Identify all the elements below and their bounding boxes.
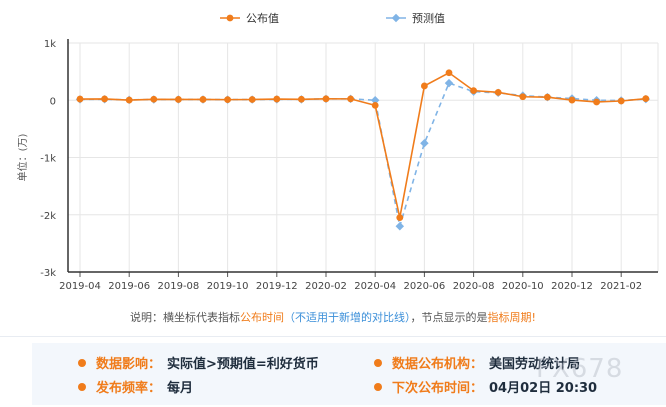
bullet-icon bbox=[374, 358, 382, 367]
x-tick-label: 2020-02 bbox=[305, 281, 347, 292]
note-highlight-period: 指标周期 bbox=[487, 311, 532, 324]
next-release-label: 下次公布时间： bbox=[392, 381, 484, 396]
point-actual bbox=[593, 98, 600, 106]
watermark-logo: FX678 bbox=[536, 354, 624, 384]
y-tick-label: 1k bbox=[44, 39, 56, 50]
chart-note: 说明：横坐标代表指标公布时间（不适用于新增的对比线），节点显示的是指标周期! bbox=[0, 309, 666, 325]
point-actual bbox=[396, 214, 404, 222]
point-actual bbox=[445, 69, 453, 77]
point-actual bbox=[494, 88, 502, 96]
point-actual bbox=[101, 95, 108, 103]
info-agency: 数据公布机构： 美国劳动统计局 bbox=[374, 353, 580, 372]
next-release-value: 04月02日 20:30 bbox=[489, 381, 598, 396]
series-line-forecast bbox=[79, 82, 646, 227]
info-next-release: 下次公布时间： 04月02日 20:30 bbox=[374, 377, 597, 396]
point-actual bbox=[470, 87, 477, 95]
x-tick-label: 2019-10 bbox=[207, 281, 249, 292]
x-tick-label: 2020-08 bbox=[453, 281, 495, 292]
x-tick-label: 2019-08 bbox=[158, 281, 200, 292]
point-forecast bbox=[420, 138, 429, 148]
point-actual bbox=[322, 95, 330, 103]
point-forecast bbox=[370, 96, 380, 105]
legend-marker-actual bbox=[226, 14, 234, 22]
point-actual bbox=[568, 96, 576, 104]
point-actual bbox=[519, 93, 527, 101]
info-panel: 数据影响： 实际值>预期值=利好货币 数据公布机构： 美国劳动统计局 发布频率：… bbox=[0, 336, 666, 407]
point-actual bbox=[298, 95, 305, 103]
x-tick-label: 2019-12 bbox=[256, 281, 298, 292]
point-actual bbox=[224, 96, 232, 104]
point-actual bbox=[642, 95, 650, 103]
point-actual bbox=[371, 102, 379, 109]
note-highlight-publish-time: 公布时间 bbox=[240, 311, 285, 324]
series-line-actual bbox=[79, 71, 646, 218]
impact-label: 数据影响： bbox=[96, 357, 162, 372]
info-impact: 数据影响： 实际值>预期值=利好货币 bbox=[78, 353, 319, 372]
point-forecast bbox=[444, 78, 454, 88]
bullet-icon bbox=[374, 382, 382, 391]
legend-label-forecast: 预测值 bbox=[412, 12, 445, 25]
frequency-value: 每月 bbox=[167, 381, 194, 396]
y-tick-label: 0 bbox=[50, 96, 56, 107]
point-actual bbox=[273, 95, 281, 103]
legend: 公布值 预测值 bbox=[220, 12, 445, 25]
x-tick-label: 2020-12 bbox=[551, 281, 593, 292]
bullet-icon bbox=[78, 358, 86, 367]
info-box: 数据影响： 实际值>预期值=利好货币 数据公布机构： 美国劳动统计局 发布频率：… bbox=[32, 343, 666, 405]
point-actual bbox=[617, 97, 625, 105]
x-tick-label: 2019-06 bbox=[108, 281, 150, 292]
note-prefix: 说明：横坐标代表指标 bbox=[130, 311, 241, 324]
impact-value: 实际值>预期值=利好货币 bbox=[167, 357, 319, 372]
y-tick-label: -2k bbox=[40, 211, 56, 222]
y-tick-label: -3k bbox=[40, 268, 56, 279]
x-tick-label: 2021-02 bbox=[600, 281, 642, 292]
point-actual bbox=[347, 95, 354, 103]
x-tick-label: 2020-06 bbox=[404, 281, 446, 292]
note-exclaim: ! bbox=[531, 311, 536, 324]
x-tick-label: 2020-04 bbox=[354, 281, 396, 292]
point-actual bbox=[421, 82, 428, 90]
agency-value: 美国劳动统计局 bbox=[489, 357, 581, 372]
point-actual bbox=[175, 96, 182, 103]
note-suffix: ，节点显示的是 bbox=[410, 311, 488, 324]
point-actual bbox=[199, 96, 207, 103]
bullet-icon bbox=[78, 382, 86, 391]
point-actual bbox=[76, 95, 84, 103]
info-frequency: 发布频率： 每月 bbox=[78, 377, 193, 396]
y-tick-label: -1k bbox=[40, 154, 56, 165]
point-actual bbox=[544, 93, 551, 101]
point-forecast bbox=[395, 221, 405, 231]
frequency-label: 发布频率： bbox=[96, 381, 162, 396]
point-actual bbox=[150, 95, 158, 103]
point-actual bbox=[248, 96, 256, 103]
x-tick-label: 2020-10 bbox=[502, 281, 544, 292]
note-middle: （不适用于新增的对比线） bbox=[284, 311, 411, 324]
legend-label-actual: 公布值 bbox=[246, 12, 279, 25]
agency-label: 数据公布机构： bbox=[392, 357, 484, 372]
y-axis-label: 单位：(万) bbox=[16, 134, 29, 182]
grid bbox=[68, 42, 659, 272]
series bbox=[75, 69, 651, 231]
x-tick-label: 2019-04 bbox=[59, 281, 101, 292]
legend-marker-forecast bbox=[391, 13, 401, 23]
point-actual bbox=[125, 96, 133, 104]
